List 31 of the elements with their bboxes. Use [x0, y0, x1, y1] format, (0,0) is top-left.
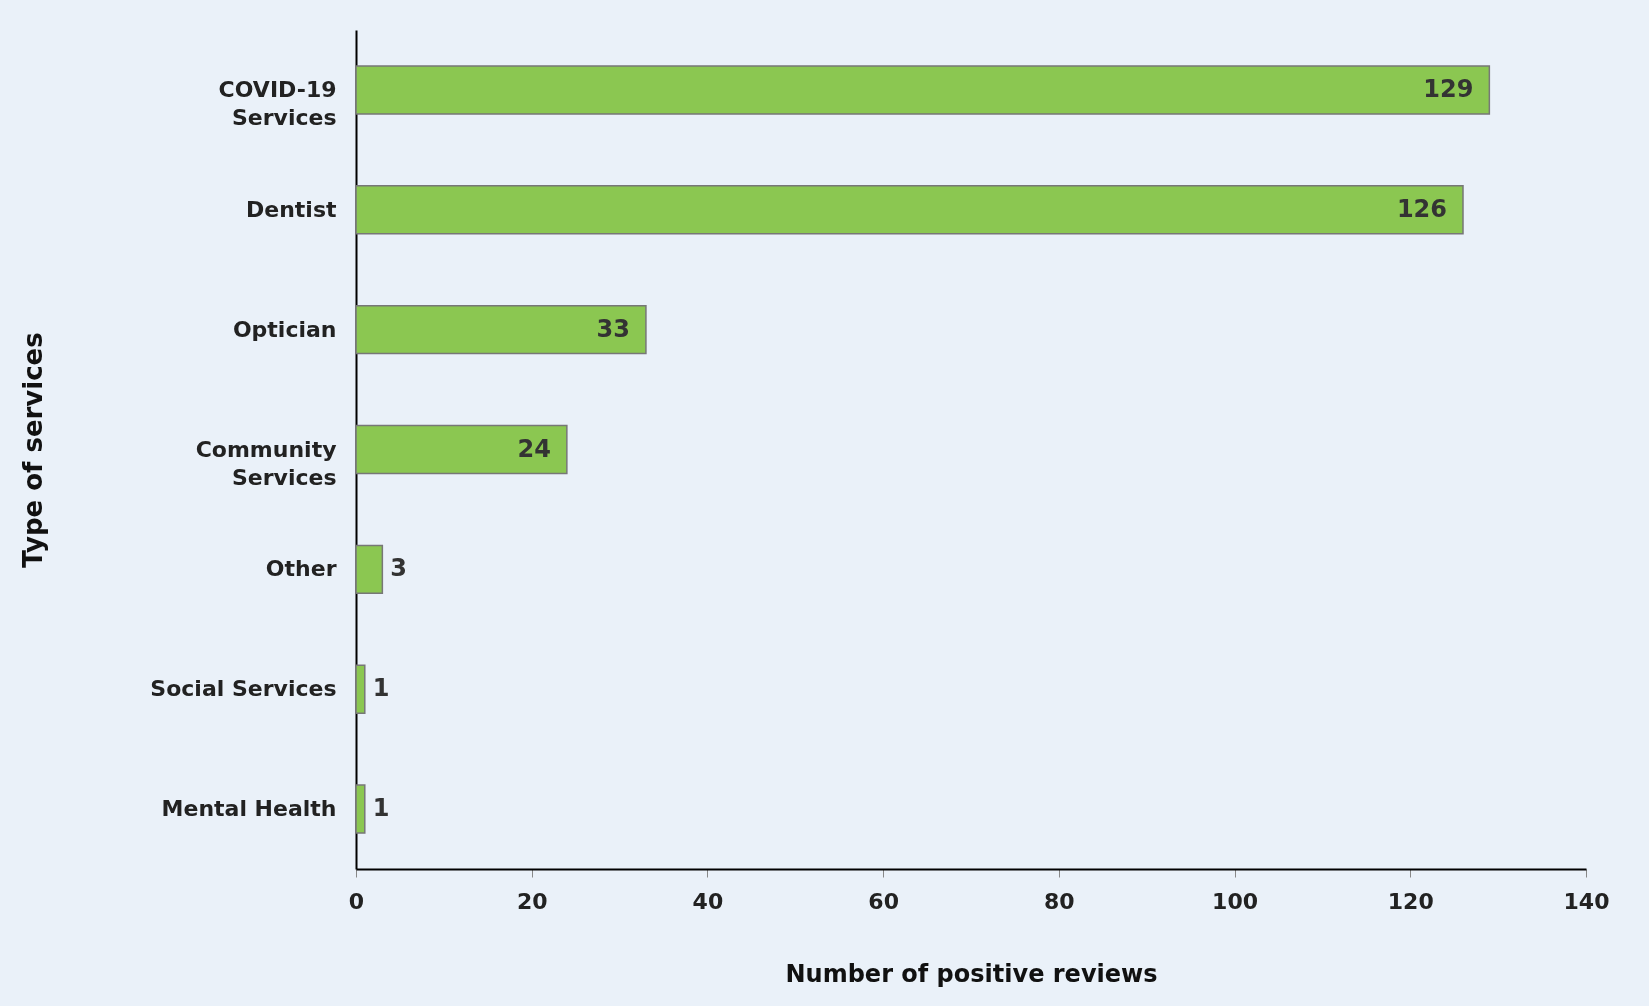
data-label: 1: [372, 794, 390, 823]
bar: [355, 424, 568, 475]
data-label: 3: [390, 554, 408, 583]
x-tick-label: 120: [1387, 888, 1434, 914]
y-tick-label: Community Services: [195, 436, 337, 490]
x-tick-label: 140: [1563, 888, 1610, 914]
x-tick-label: 60: [868, 888, 899, 914]
data-label: 1: [372, 674, 390, 703]
y-tick-label: COVID-19 Services: [218, 76, 337, 130]
y-tick-label: Optician: [232, 316, 337, 342]
data-label: 126: [1396, 194, 1447, 223]
y-axis-title: Type of services: [17, 332, 48, 568]
y-tick-label: Dentist: [245, 196, 337, 222]
x-tick-label: 0: [348, 888, 365, 914]
bar: [355, 544, 384, 595]
data-label: 33: [596, 314, 630, 343]
data-label: 24: [517, 434, 551, 463]
x-tick-label: 40: [692, 888, 724, 914]
y-tick-label: Mental Health: [161, 796, 337, 822]
y-tick-label: Social Services: [150, 676, 337, 702]
x-axis-title: Number of positive reviews: [785, 959, 1158, 988]
bar: [355, 664, 366, 714]
bar: [355, 185, 1464, 235]
bar: [355, 65, 1491, 115]
x-tick-label: 20: [516, 888, 548, 914]
x-tick-label: 80: [1044, 888, 1075, 914]
y-tick-label: Other: [265, 556, 337, 582]
bar: [355, 304, 647, 355]
bar: [355, 784, 366, 834]
x-tick-label: 100: [1212, 888, 1259, 914]
data-label: 129: [1423, 74, 1474, 103]
